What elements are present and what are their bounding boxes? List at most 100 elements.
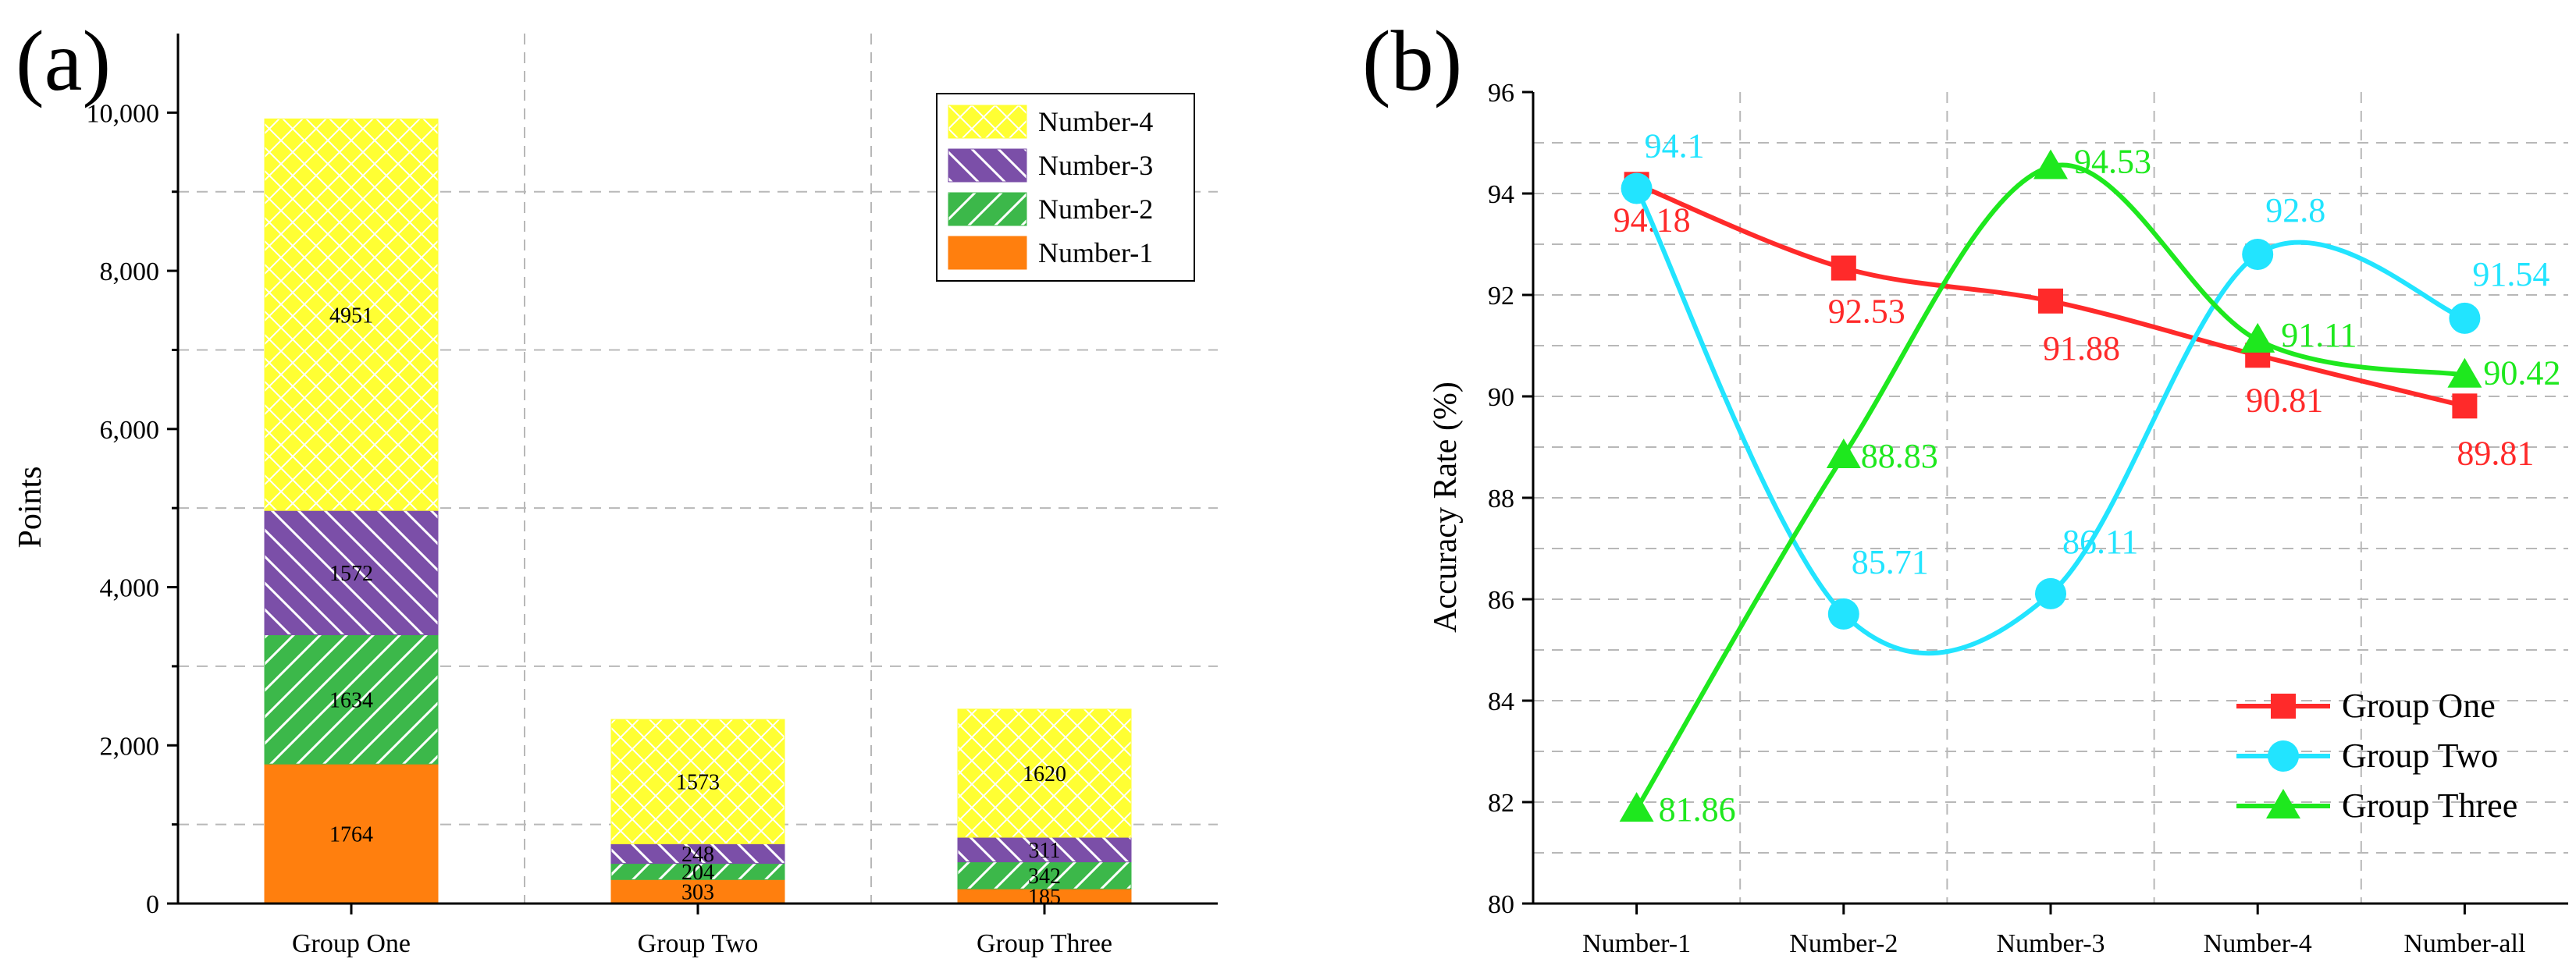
bar-value-label: 1620 [1023, 762, 1066, 786]
bar-group-three-number-3 [957, 836, 1132, 863]
x-tick-label: Number-4 [2204, 929, 2312, 958]
point-label-group-two: 92.8 [2265, 191, 2325, 229]
y-tick-label: 6,000 [100, 416, 160, 445]
panel-b-label: (b) [1362, 13, 1462, 108]
point-label-group-one: 92.53 [1828, 293, 1905, 331]
point-group-two [2242, 239, 2274, 270]
bar-group-two-number-1 [610, 879, 785, 904]
bar-value-label: 4951 [329, 304, 373, 328]
point-label-group-two: 86.11 [2062, 523, 2138, 561]
bar-group-one-number-2 [264, 634, 439, 765]
y-tick-label: 8,000 [100, 257, 160, 286]
point-group-two [1827, 598, 1859, 630]
y-tick-label: 10,000 [87, 99, 160, 128]
bar-value-label: 1634 [329, 688, 373, 712]
x-tick-label: Group One [292, 929, 411, 958]
bar-value-label: 311 [1029, 839, 1061, 863]
x-tick-label: Group Two [638, 929, 759, 958]
bar-value-label: 303 [681, 881, 714, 905]
x-tick-label: Number-1 [1582, 929, 1691, 958]
legend-swatch-number-4 [948, 105, 1027, 139]
y-tick-label: 80 [1488, 890, 1514, 919]
legend-label-group-two: Group Two [2342, 737, 2498, 775]
bar-value-label: 1572 [329, 562, 373, 586]
y-tick-label: 4,000 [100, 574, 160, 603]
x-tick-label: Number-2 [1789, 929, 1898, 958]
axes-a: 0 2,000 4,000 6,000 8,000 10,000 Group One Grou… [87, 34, 1218, 958]
bar-value-label: 1764 [329, 823, 373, 847]
grid-b [1532, 92, 2568, 904]
point-label-group-three: 81.86 [1659, 790, 1736, 829]
series-group-three: 81.86 88.83 94.53 91.11 90.42 [1619, 143, 2560, 829]
point-group-one [2038, 288, 2063, 314]
bar-value-label: 204 [681, 861, 714, 885]
y-tick-label: 84 [1488, 687, 1514, 716]
x-tick-label: Group Three [977, 929, 1112, 958]
point-group-two [2035, 577, 2066, 609]
y-tick-label: 90 [1488, 383, 1514, 412]
point-label-group-three: 90.42 [2483, 354, 2560, 392]
legend-label-number-4: Number-4 [1038, 106, 1153, 137]
legend-label-group-three: Group Three [2342, 786, 2517, 825]
bar-group-one-number-3 [264, 510, 439, 636]
y-tick-label: 96 [1488, 79, 1514, 108]
y-axis-title-b: Accuracy Rate (%) [1428, 382, 1464, 633]
bar-group-three-number-4 [957, 708, 1132, 838]
y-tick-label: 88 [1488, 485, 1514, 513]
y-tick-label: 92 [1488, 282, 1514, 311]
panel-a-label: (a) [16, 13, 111, 108]
point-label-group-two: 94.1 [1645, 127, 1705, 165]
point-group-two [2449, 302, 2481, 334]
bar-value-label: 248 [681, 843, 714, 867]
point-label-group-three: 94.53 [2074, 143, 2151, 181]
point-label-group-three: 91.11 [2281, 316, 2357, 354]
point-group-one [2452, 393, 2478, 419]
legend-b: Group One Group Two Group Three [2236, 687, 2517, 825]
line-chart: (b) 94.1892.5391.8890.8189.8194.185.7186… [1362, 13, 2568, 958]
point-label-group-two: 85.71 [1852, 543, 1929, 581]
bar-value-label: 342 [1028, 865, 1061, 889]
x-tick-label: Number-3 [1996, 929, 2105, 958]
legend-label-number-2: Number-2 [1038, 194, 1153, 225]
point-group-three [2033, 149, 2068, 179]
point-label-group-three: 88.83 [1861, 437, 1938, 475]
point-group-three [1826, 439, 1861, 469]
legend-marker-group-two [2268, 740, 2299, 772]
legend-marker-group-three [2266, 789, 2300, 818]
legend-label-group-one: Group One [2342, 687, 2496, 725]
line-group-three [1635, 162, 2465, 811]
series-group-two: 94.1 85.71 86.11 92.8 91.54 [1621, 127, 2549, 656]
series-lines: 94.1892.5391.8890.8189.8194.185.7186.119… [1614, 127, 2561, 829]
point-label-group-one: 91.88 [2043, 329, 2120, 368]
y-tick-label: 2,000 [100, 732, 160, 761]
point-label-group-one: 89.81 [2457, 434, 2534, 472]
legend-swatch-number-2 [948, 192, 1027, 226]
y-tick-label: 82 [1488, 789, 1514, 818]
legend-swatch-number-3 [948, 148, 1027, 183]
y-tick-label: 86 [1488, 586, 1514, 615]
x-tick-label: Number-all [2403, 929, 2525, 958]
point-group-three [2240, 322, 2275, 353]
bar-group-one-number-4 [264, 118, 439, 511]
bar-group-one-number-1 [264, 763, 439, 904]
y-axis-title-a: Points [12, 466, 48, 548]
bars: 1764163415724951303204248157318534231116… [264, 118, 1132, 910]
legend-label-number-1: Number-1 [1038, 237, 1153, 268]
y-tick-label: 94 [1488, 180, 1514, 209]
y-tick-label: 0 [146, 890, 159, 919]
point-group-three [2447, 357, 2482, 388]
bar-value-label: 1573 [676, 771, 720, 795]
point-group-three [1619, 792, 1654, 822]
legend-label-number-3: Number-3 [1038, 150, 1153, 181]
legend-a: Number-4 Number-3 Number-2 Number-1 [936, 93, 1195, 282]
point-group-two [1621, 172, 1653, 204]
stacked-bar-chart: (a) 176416341572495130320424815731853423… [12, 13, 1218, 958]
legend-swatch-number-1 [948, 236, 1027, 270]
point-label-group-one: 90.81 [2246, 381, 2323, 419]
axes-b: 80 82 84 86 88 90 92 94 96 Number-1 Number-2 Number… [1488, 79, 2568, 958]
point-label-group-two: 91.54 [2472, 255, 2549, 293]
point-group-one [1831, 255, 1856, 281]
bar-group-two-number-4 [610, 719, 785, 844]
